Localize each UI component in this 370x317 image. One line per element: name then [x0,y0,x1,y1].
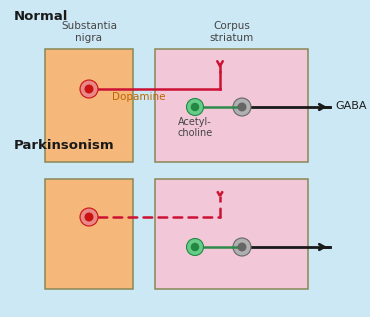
Circle shape [238,243,246,251]
Circle shape [186,238,204,256]
Circle shape [85,85,93,93]
Text: Acetyl-
choline: Acetyl- choline [177,117,213,138]
Circle shape [186,99,204,115]
Text: Corpus
striatum: Corpus striatum [210,21,254,42]
FancyBboxPatch shape [155,49,308,162]
Text: Normal: Normal [14,10,68,23]
Circle shape [80,208,98,226]
Text: Dopamine: Dopamine [112,92,165,102]
Circle shape [191,243,199,250]
Circle shape [85,213,93,221]
Circle shape [238,103,246,111]
Text: Substantia
nigra: Substantia nigra [61,21,117,42]
FancyBboxPatch shape [45,179,133,289]
Circle shape [233,98,251,116]
Text: Parkinsonism: Parkinsonism [14,139,115,152]
FancyBboxPatch shape [45,49,133,162]
FancyBboxPatch shape [155,179,308,289]
Text: GABA: GABA [335,101,367,111]
Circle shape [233,238,251,256]
Circle shape [191,103,199,111]
Circle shape [80,80,98,98]
